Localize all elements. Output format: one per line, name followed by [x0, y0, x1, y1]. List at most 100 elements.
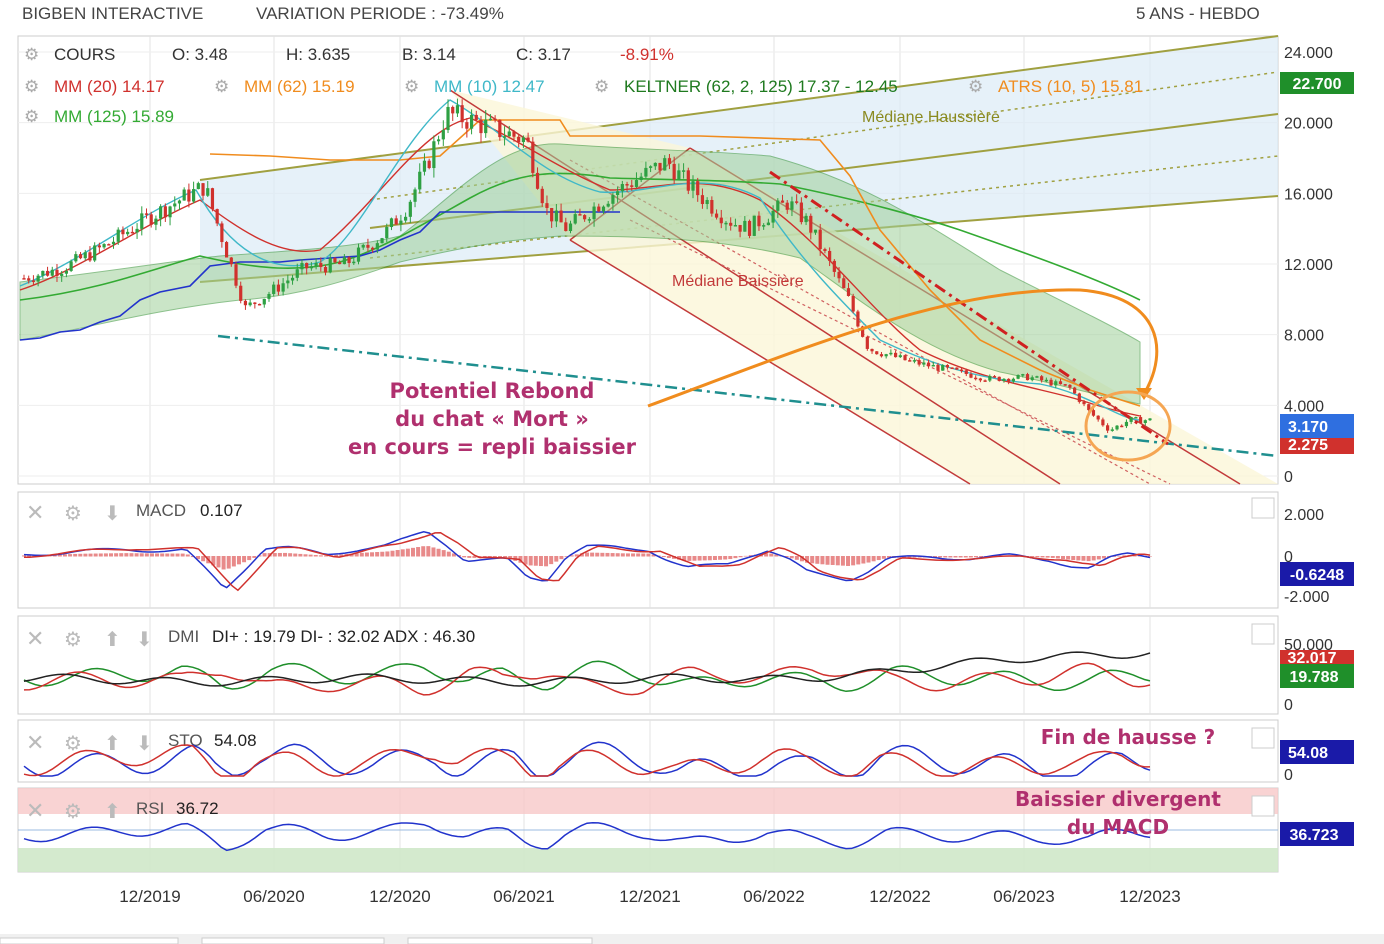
- macd-histogram-bar: [799, 556, 804, 562]
- gear-icon[interactable]: ⚙: [24, 77, 39, 96]
- macd-histogram-bar: [78, 553, 83, 557]
- candle-body: [305, 262, 309, 269]
- candle-body: [1068, 384, 1072, 388]
- candle-body: [630, 185, 634, 187]
- bottom-tab-2[interactable]: [201, 937, 385, 944]
- sto-checkbox[interactable]: [1251, 727, 1275, 749]
- bottom-tab-3[interactable]: [407, 937, 593, 944]
- candle-body: [1063, 384, 1067, 386]
- macd-histogram-bar: [231, 556, 236, 567]
- arrow-up-icon[interactable]: ⬆: [104, 627, 121, 651]
- adx-line: [23, 651, 1151, 687]
- gear-icon[interactable]: ⚙: [64, 501, 82, 525]
- macd-histogram-bar: [114, 553, 119, 557]
- macd-histogram-bar: [334, 554, 339, 557]
- candle-body: [93, 245, 97, 261]
- arrow-down-icon[interactable]: ⬇: [136, 627, 153, 651]
- macd-histogram-bar: [728, 556, 733, 560]
- rsi-checkbox[interactable]: [1251, 795, 1275, 817]
- close-icon[interactable]: ✕: [26, 627, 44, 652]
- close-icon[interactable]: ✕: [26, 501, 44, 526]
- gear-icon[interactable]: ⚙: [64, 731, 82, 755]
- bottom-tab-1[interactable]: [0, 937, 179, 944]
- gear-icon[interactable]: ⚙: [64, 627, 82, 651]
- rebound-text-3: en cours = repli baissier: [348, 435, 637, 459]
- gear-icon[interactable]: ⚙: [64, 799, 82, 823]
- macd-histogram-bar: [354, 553, 359, 557]
- macd-histogram-bar: [288, 553, 293, 557]
- candle-body: [1087, 404, 1091, 411]
- price-y-tick: 20.000: [1284, 116, 1333, 133]
- candle-body: [823, 249, 827, 251]
- candle-body: [1115, 425, 1119, 430]
- macd-histogram-bar: [615, 553, 620, 557]
- close-icon[interactable]: ✕: [26, 799, 44, 824]
- macd-histogram-bar: [774, 554, 779, 557]
- arrow-down-icon[interactable]: ⬇: [136, 731, 153, 755]
- period-label: 5 ANS - HEBDO: [1136, 4, 1260, 23]
- macd-histogram-bar: [27, 555, 32, 557]
- candle-body: [517, 136, 521, 143]
- candle-body: [408, 201, 412, 217]
- candle-body: [747, 220, 752, 236]
- macd-histogram-bar: [160, 553, 165, 557]
- arrow-up-icon[interactable]: ⬆: [104, 799, 121, 823]
- macd-histogram-bar: [1132, 555, 1137, 557]
- channel-top-line: [199, 35, 1279, 181]
- arrow-up-icon[interactable]: ⬆: [104, 731, 121, 755]
- macd-histogram-bar: [620, 553, 625, 557]
- macd-histogram-bar: [574, 554, 579, 557]
- candle-body: [22, 278, 26, 280]
- close-icon[interactable]: ✕: [26, 731, 44, 756]
- macd-checkbox[interactable]: [1251, 497, 1275, 519]
- macd-histogram-bar: [1040, 556, 1045, 558]
- candle-body: [309, 266, 313, 269]
- legend-mm10: MM (10) 12.47: [434, 77, 545, 96]
- macd-histogram-bar: [364, 552, 369, 557]
- macd-histogram-bar: [979, 556, 984, 558]
- gear-icon[interactable]: ⚙: [214, 77, 229, 96]
- gear-icon[interactable]: ⚙: [594, 77, 609, 96]
- macd-histogram-bar: [533, 556, 538, 566]
- dmi-checkbox[interactable]: [1251, 623, 1275, 645]
- arrow-down-icon[interactable]: ⬇: [104, 501, 121, 525]
- gear-icon[interactable]: ⚙: [968, 77, 983, 96]
- candle-body: [272, 284, 276, 294]
- macd-histogram-bar: [968, 556, 973, 558]
- candle-body: [851, 295, 855, 312]
- gear-icon[interactable]: ⚙: [24, 107, 39, 126]
- macd-histogram-bar: [216, 556, 221, 568]
- candle-body: [1110, 429, 1114, 431]
- candle-body: [564, 222, 568, 232]
- candle-body: [182, 189, 186, 201]
- candle-body: [846, 288, 851, 296]
- macd-histogram-bar: [252, 556, 257, 558]
- bottom-strip: [0, 934, 1384, 944]
- macd-histogram-bar: [303, 554, 308, 557]
- legend-mm20: MM (20) 14.17: [54, 77, 165, 96]
- macd-histogram-bar: [1117, 555, 1122, 557]
- macd-histogram-bar: [1055, 556, 1060, 559]
- macd-histogram-bar: [554, 556, 559, 562]
- macd-histogram-bar: [185, 554, 190, 557]
- x-axis: 12/2019 06/2020 12/2020 06/2021 12/2021 06/20…: [119, 887, 1180, 906]
- candle-body: [809, 215, 813, 233]
- candle-body: [507, 131, 511, 137]
- gear-icon[interactable]: ⚙: [404, 77, 419, 96]
- macd-histogram-bar: [912, 556, 917, 558]
- macd-histogram-bar: [538, 556, 543, 567]
- gear-icon[interactable]: ⚙: [24, 45, 39, 64]
- candle-body: [1120, 425, 1124, 428]
- sto-value: 54.08: [214, 731, 257, 750]
- candle-body: [804, 215, 808, 223]
- macd-histogram-bar: [1096, 556, 1101, 560]
- macd-histogram-bar: [134, 553, 139, 557]
- candle-body: [78, 254, 83, 259]
- candle-body: [413, 189, 417, 202]
- candle-body: [220, 223, 224, 243]
- macd-histogram-bar: [375, 552, 380, 557]
- macd-histogram-bar: [518, 556, 523, 563]
- macd-histogram-bar: [810, 556, 815, 564]
- sto-d-line: [23, 744, 1150, 777]
- macd-histogram-bar: [789, 556, 794, 559]
